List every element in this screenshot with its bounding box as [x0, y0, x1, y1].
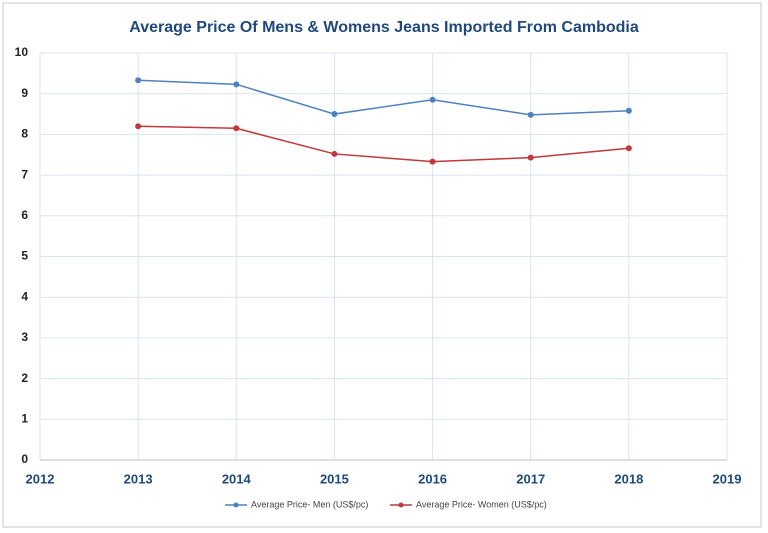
data-point: [625, 145, 632, 152]
series-line: [138, 79, 629, 116]
x-tick-label: 2012: [26, 471, 55, 486]
y-tick-label: 5: [21, 249, 28, 263]
y-tick-label: 7: [21, 167, 28, 181]
data-point: [429, 158, 436, 165]
data-point: [527, 154, 534, 161]
data-point: [331, 111, 338, 118]
y-tick-label: 10: [15, 45, 29, 59]
y-tick-label: 6: [21, 208, 28, 222]
y-tick-label: 0: [21, 452, 28, 466]
y-tick-label: 4: [21, 289, 28, 303]
x-tick-label: 2017: [516, 471, 545, 486]
x-tick-label: 2019: [713, 471, 742, 486]
data-point: [135, 77, 142, 84]
y-tick-label: 9: [21, 86, 28, 100]
x-tick-label: 2013: [124, 471, 153, 486]
chart-title: Average Price Of Mens & Womens Jeans Imp…: [129, 19, 639, 36]
legend-marker: [398, 502, 404, 508]
x-tick-label: 2015: [320, 471, 349, 486]
chart-frame: [2, 2, 762, 528]
y-tick-label: 2: [21, 371, 28, 385]
data-point: [625, 107, 632, 114]
x-tick-label: 2016: [418, 471, 447, 486]
x-tick-label: 2014: [222, 471, 252, 486]
data-point: [331, 150, 338, 157]
data-point: [135, 123, 142, 130]
data-point: [233, 125, 240, 132]
data-point: [527, 111, 534, 118]
legend-label: Average Price- Women (US$/pc): [416, 499, 547, 509]
series-line: [138, 125, 629, 163]
y-tick-label: 3: [21, 330, 28, 344]
data-point: [429, 96, 436, 103]
legend-marker: [233, 502, 239, 508]
x-tick-label: 2018: [614, 471, 643, 486]
legend-label: Average Price- Men (US$/pc): [251, 499, 368, 509]
y-tick-label: 1: [21, 411, 28, 425]
data-point: [233, 81, 240, 88]
y-tick-label: 8: [21, 127, 28, 141]
